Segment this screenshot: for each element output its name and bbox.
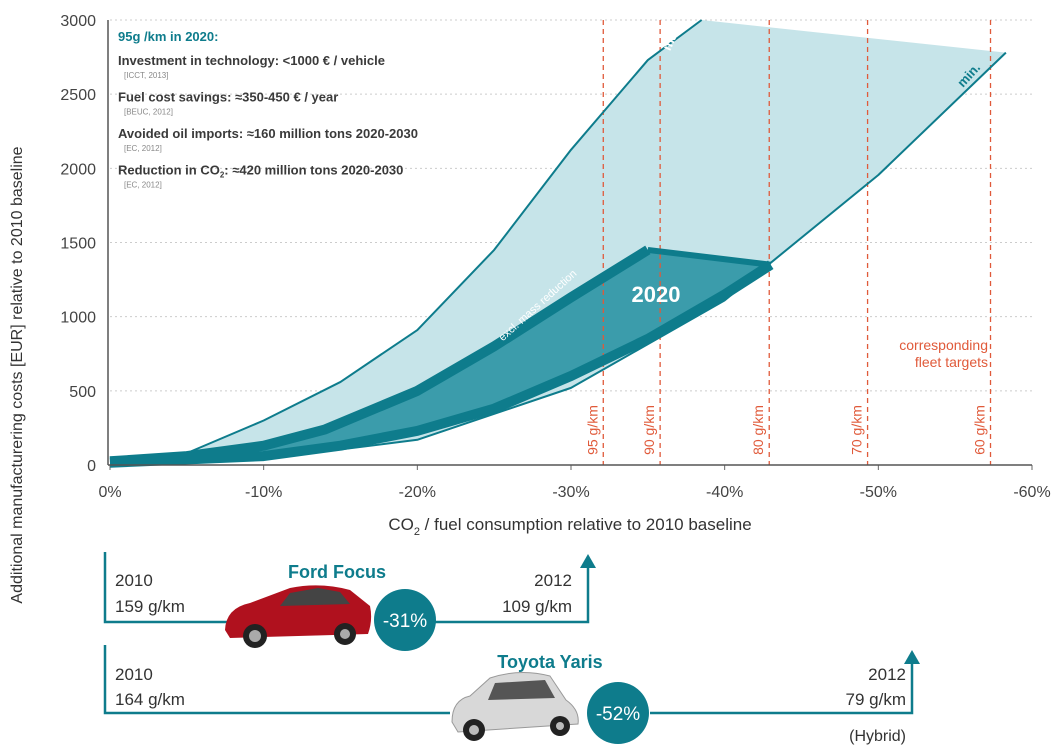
target-label: 90 g/km (641, 405, 657, 455)
note-text: Reduction in CO (118, 163, 220, 178)
car-silver (452, 672, 578, 741)
to-value: 79 g/km (846, 690, 906, 709)
note-title: 95g /km in 2020: (118, 29, 218, 44)
note-text: Investment in technology: <1000 € / vehi… (118, 53, 385, 68)
note-source: [ICCT, 2013] (124, 71, 168, 80)
y-tick-label: 500 (69, 384, 96, 401)
note-source: [EC, 2012] (124, 181, 162, 190)
target-label: 80 g/km (750, 405, 766, 455)
y-tick-label: 2500 (60, 87, 96, 104)
x-tick-label: -40% (706, 484, 743, 501)
band-label: 2020 (632, 282, 681, 307)
cost-range-area (110, 20, 1006, 463)
car-red (225, 585, 371, 648)
y-axis-label: Additional manufacturering costs [EUR] r… (9, 146, 26, 603)
x-tick-label: -20% (399, 484, 436, 501)
note-source: [EC, 2012] (124, 144, 162, 153)
x-tick-label: -60% (1013, 484, 1050, 501)
x-tick-label: 0% (98, 484, 121, 501)
note-line: Investment in technology: <1000 € / vehi… (118, 53, 385, 68)
y-tick-label: 1000 (60, 310, 96, 327)
x-label-part: CO (388, 515, 414, 534)
from-value: 164 g/km (115, 690, 185, 709)
targets-caption: corresponding (899, 337, 988, 353)
note-line: Fuel cost savings: ≈350-450 € / year (118, 90, 338, 105)
change: -31% (383, 611, 427, 632)
to-value: 109 g/km (502, 597, 572, 616)
note-text: Avoided oil imports: ≈160 million tons 2… (118, 126, 418, 141)
from-value: 159 g/km (115, 597, 185, 616)
x-axis-label: CO2 / fuel consumption relative to 2010 … (388, 515, 751, 538)
y-tick-label: 1500 (60, 236, 96, 253)
y-tick-label: 0 (87, 458, 96, 475)
note-source: [BEUC, 2012] (124, 108, 173, 117)
target-label: 95 g/km (584, 405, 600, 455)
targets-caption: fleet targets (915, 354, 988, 370)
car-name: Ford Focus (288, 562, 386, 582)
y-tick-label: 2000 (60, 161, 96, 178)
arrow (580, 554, 596, 568)
target-label: 60 g/km (972, 405, 988, 455)
note-text: : ≈420 million tons 2020-2030 (224, 163, 403, 178)
from-year: 2010 (115, 571, 153, 590)
note-text: Fuel cost savings: ≈350-450 € / year (118, 90, 338, 105)
arrow (904, 650, 920, 664)
to-year: 2012 (868, 665, 906, 684)
car-name: Toyota Yaris (497, 652, 602, 672)
x-tick-label: -30% (552, 484, 589, 501)
target-label: 70 g/km (849, 405, 865, 455)
x-label-part: / fuel consumption relative to 2010 base… (420, 515, 752, 534)
note-line: Reduction in CO2: ≈420 million tons 2020… (118, 163, 403, 180)
to-year: 2012 (534, 571, 572, 590)
change: -52% (596, 704, 640, 725)
note-line: Avoided oil imports: ≈160 million tons 2… (118, 126, 418, 141)
to-note: (Hybrid) (849, 728, 906, 745)
y-tick-label: 3000 (60, 13, 96, 30)
x-tick-label: -50% (860, 484, 897, 501)
from-year: 2010 (115, 665, 153, 684)
infographic: 0 500 1000 1500 2000 2500 3000 0% -10% -20% -30% -4… (0, 0, 1056, 746)
x-tick-label: -10% (245, 484, 282, 501)
